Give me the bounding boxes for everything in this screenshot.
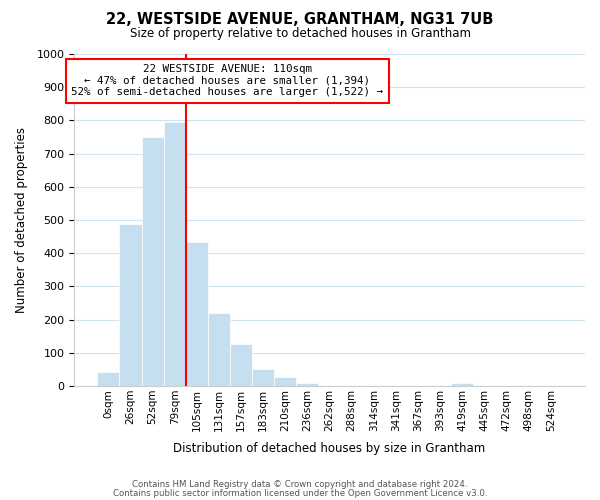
Text: Contains public sector information licensed under the Open Government Licence v3: Contains public sector information licen…	[113, 488, 487, 498]
Bar	[142, 137, 164, 386]
Bar	[208, 313, 230, 386]
Text: 22 WESTSIDE AVENUE: 110sqm
← 47% of detached houses are smaller (1,394)
52% of s: 22 WESTSIDE AVENUE: 110sqm ← 47% of deta…	[71, 64, 383, 97]
Bar	[230, 344, 252, 386]
Y-axis label: Number of detached properties: Number of detached properties	[15, 127, 28, 313]
Bar	[274, 376, 296, 386]
Bar	[186, 242, 208, 386]
Text: 22, WESTSIDE AVENUE, GRANTHAM, NG31 7UB: 22, WESTSIDE AVENUE, GRANTHAM, NG31 7UB	[106, 12, 494, 28]
Bar	[252, 368, 274, 386]
Bar	[296, 382, 319, 386]
X-axis label: Distribution of detached houses by size in Grantham: Distribution of detached houses by size …	[173, 442, 485, 455]
Bar	[451, 384, 473, 386]
Text: Size of property relative to detached houses in Grantham: Size of property relative to detached ho…	[130, 28, 470, 40]
Bar	[97, 372, 119, 386]
Text: Contains HM Land Registry data © Crown copyright and database right 2024.: Contains HM Land Registry data © Crown c…	[132, 480, 468, 489]
Bar	[119, 224, 142, 386]
Bar	[164, 122, 186, 386]
